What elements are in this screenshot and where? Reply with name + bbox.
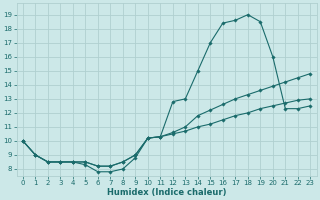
X-axis label: Humidex (Indice chaleur): Humidex (Indice chaleur) (107, 188, 226, 197)
